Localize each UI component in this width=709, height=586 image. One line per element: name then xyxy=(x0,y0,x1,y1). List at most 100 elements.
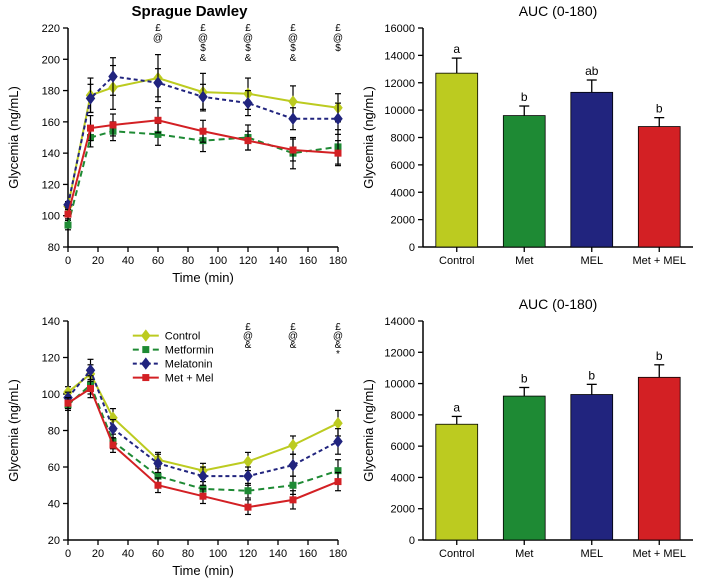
svg-text:10000: 10000 xyxy=(384,105,415,117)
svg-text:Met: Met xyxy=(515,548,533,560)
svg-text:Melatonin: Melatonin xyxy=(165,359,213,371)
svg-text:140: 140 xyxy=(42,148,60,160)
svg-text:Glycemia (ng/mL): Glycemia (ng/mL) xyxy=(6,379,21,482)
svg-text:Control: Control xyxy=(165,331,200,343)
bar xyxy=(571,92,613,247)
svg-text:Sprague Dawley: Sprague Dawley xyxy=(132,3,249,20)
figure-svg: Sprague Dawley80100120140160180200220020… xyxy=(0,0,709,586)
svg-text:*: * xyxy=(336,349,340,360)
svg-text:ab: ab xyxy=(585,64,599,78)
svg-text:2000: 2000 xyxy=(391,504,415,516)
svg-text:0: 0 xyxy=(409,535,415,547)
svg-text:&: & xyxy=(245,53,252,64)
svg-text:120: 120 xyxy=(42,179,60,191)
bar xyxy=(571,395,613,540)
svg-text:220: 220 xyxy=(42,23,60,35)
svg-text:120: 120 xyxy=(239,255,257,267)
svg-text:16000: 16000 xyxy=(384,23,415,35)
svg-text:Control: Control xyxy=(439,548,474,560)
svg-text:Met + MEL: Met + MEL xyxy=(633,548,687,560)
svg-text:160: 160 xyxy=(42,117,60,129)
svg-text:Glycemia (ng/mL): Glycemia (ng/mL) xyxy=(6,86,21,189)
bar xyxy=(638,377,680,540)
panel-tr: AUC (0-180)02000400060008000100001200014… xyxy=(361,3,693,267)
svg-text:80: 80 xyxy=(48,242,60,254)
svg-text:80: 80 xyxy=(182,255,194,267)
svg-text:14000: 14000 xyxy=(384,50,415,62)
figure-grid: { "layout": { "outer_w": 709, "outer_h":… xyxy=(0,0,709,586)
svg-text:@: @ xyxy=(153,33,163,44)
svg-text:b: b xyxy=(521,371,528,385)
svg-text:140: 140 xyxy=(269,255,287,267)
svg-text:a: a xyxy=(453,400,460,414)
svg-text:140: 140 xyxy=(269,548,287,560)
bar xyxy=(436,73,478,247)
bar xyxy=(436,424,478,540)
svg-text:AUC (0-180): AUC (0-180) xyxy=(519,296,598,312)
svg-text:Met + MEL: Met + MEL xyxy=(633,255,687,267)
svg-text:100: 100 xyxy=(42,211,60,223)
svg-text:Time (min): Time (min) xyxy=(172,563,234,578)
svg-text:4000: 4000 xyxy=(391,187,415,199)
svg-text:&: & xyxy=(245,340,252,351)
svg-text:6000: 6000 xyxy=(391,160,415,172)
svg-text:b: b xyxy=(656,349,663,363)
svg-text:0: 0 xyxy=(65,255,71,267)
svg-text:180: 180 xyxy=(42,86,60,98)
svg-text:4000: 4000 xyxy=(391,472,415,484)
svg-text:2000: 2000 xyxy=(391,215,415,227)
svg-text:Met + Mel: Met + Mel xyxy=(165,373,214,385)
bar xyxy=(503,116,545,247)
svg-text:Metformin: Metformin xyxy=(165,345,214,357)
svg-text:$: $ xyxy=(335,43,341,54)
panel-bl: 20 40 60 80 100 120 140 0 20 40 60 80 100 120 140 160 18… xyxy=(6,316,347,578)
svg-text:10000: 10000 xyxy=(384,379,415,391)
svg-text:8000: 8000 xyxy=(391,410,415,422)
svg-text:12000: 12000 xyxy=(384,78,415,90)
svg-text:&: & xyxy=(200,53,207,64)
svg-text:b: b xyxy=(588,368,595,382)
svg-text:Time (min): Time (min) xyxy=(172,270,234,285)
svg-text:20: 20 xyxy=(48,535,60,547)
svg-text:200: 200 xyxy=(42,54,60,66)
panel-br: AUC (0-180) 0 2000 4000 6000 8000 10000 12000 14… xyxy=(361,296,693,560)
svg-text:Met: Met xyxy=(515,255,533,267)
svg-text:Control: Control xyxy=(439,255,474,267)
bar xyxy=(638,127,680,247)
panel-tl: Sprague Dawley80100120140160180200220020… xyxy=(6,3,347,285)
svg-text:MEL: MEL xyxy=(580,548,603,560)
svg-text:40: 40 xyxy=(48,499,60,511)
svg-text:&: & xyxy=(290,53,297,64)
svg-text:60: 60 xyxy=(48,462,60,474)
svg-text:120: 120 xyxy=(42,353,60,365)
svg-text:80: 80 xyxy=(48,426,60,438)
svg-text:&: & xyxy=(290,340,297,351)
svg-text:180: 180 xyxy=(329,255,347,267)
svg-text:60: 60 xyxy=(152,548,164,560)
svg-text:12000: 12000 xyxy=(384,347,415,359)
svg-text:180: 180 xyxy=(329,548,347,560)
bar xyxy=(503,396,545,540)
svg-text:40: 40 xyxy=(122,255,134,267)
svg-text:100: 100 xyxy=(42,389,60,401)
svg-text:6000: 6000 xyxy=(391,441,415,453)
svg-text:b: b xyxy=(521,90,528,104)
svg-text:a: a xyxy=(453,42,460,56)
svg-text:0: 0 xyxy=(65,548,71,560)
svg-text:80: 80 xyxy=(182,548,194,560)
svg-text:100: 100 xyxy=(209,255,227,267)
svg-text:40: 40 xyxy=(122,548,134,560)
svg-text:160: 160 xyxy=(299,548,317,560)
svg-text:14000: 14000 xyxy=(384,316,415,328)
svg-text:Glycemia (ng/mL): Glycemia (ng/mL) xyxy=(361,379,376,482)
svg-text:Glycemia (ng/mL): Glycemia (ng/mL) xyxy=(361,86,376,189)
svg-text:140: 140 xyxy=(42,316,60,328)
svg-text:100: 100 xyxy=(209,548,227,560)
svg-text:b: b xyxy=(656,102,663,116)
svg-text:60: 60 xyxy=(152,255,164,267)
svg-text:120: 120 xyxy=(239,548,257,560)
svg-text:160: 160 xyxy=(299,255,317,267)
svg-text:MEL: MEL xyxy=(580,255,603,267)
svg-text:20: 20 xyxy=(92,548,104,560)
svg-text:8000: 8000 xyxy=(391,133,415,145)
